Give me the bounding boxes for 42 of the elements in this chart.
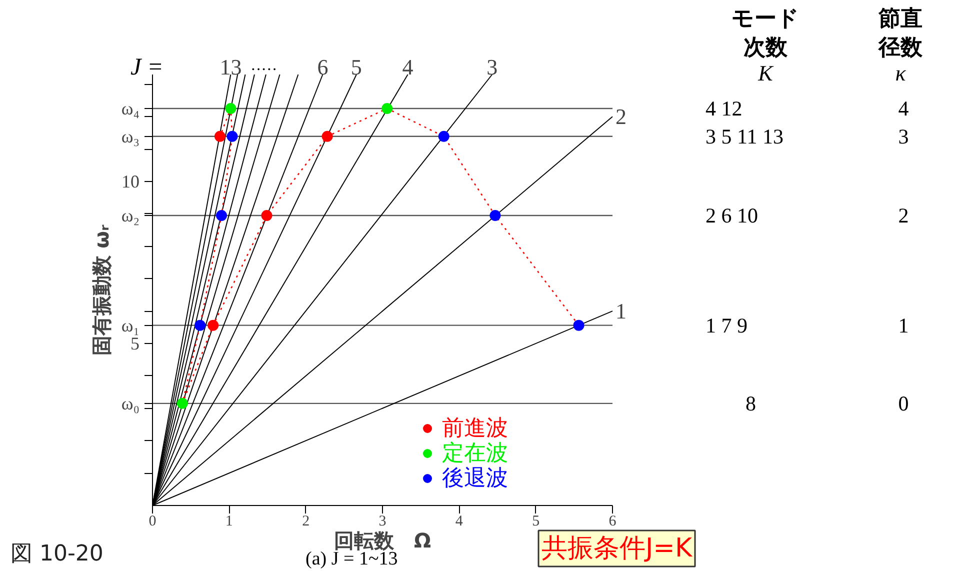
text: 2 — [898, 204, 909, 228]
x-tick-label: 3 — [378, 514, 386, 530]
x-tick-label: 1 — [225, 514, 233, 530]
y-axis-title: 固有振動数 ωᵣ — [89, 224, 114, 356]
x-tick-label: 0 — [148, 514, 156, 530]
x-tick-label: 5 — [532, 514, 540, 530]
series-label: 5 — [350, 54, 362, 80]
text: 4 12 — [706, 96, 742, 120]
legend-label: 後退波 — [442, 465, 508, 493]
text: 0 — [898, 392, 909, 416]
y-tick-label: ω₂ — [121, 205, 140, 226]
series-label: 4 — [402, 54, 414, 80]
text: モード次数 — [732, 6, 800, 60]
x-tick-label: 6 — [608, 514, 617, 530]
y-tick-label: ω₀ — [121, 393, 140, 414]
annotation: J = — [130, 54, 164, 80]
caption: 図 10-20 — [10, 542, 104, 566]
series-label: 3 — [486, 54, 498, 80]
text: 1 — [898, 314, 909, 338]
text: 1 7 9 — [706, 314, 748, 338]
annotation: ····· — [250, 62, 278, 78]
text: K — [757, 60, 774, 86]
text: 3 — [898, 124, 909, 148]
y-tick-label: ω₄ — [121, 98, 140, 119]
x-tick-label: 2 — [302, 514, 310, 530]
series-label: 2 — [616, 104, 626, 130]
series-label: 6 — [317, 54, 328, 80]
series-label: 13 — [220, 54, 242, 80]
text: 共振条件J=K — [542, 534, 693, 564]
x-axis-title: 回転数 Ω — [334, 528, 432, 552]
legend-label: 定在波 — [442, 440, 508, 466]
series-label: 1 — [616, 298, 626, 324]
text: 3 5 11 13 — [706, 124, 784, 148]
text: 2 6 10 — [706, 204, 758, 228]
text: κ — [895, 60, 906, 86]
y-tick-label: ω₁ — [121, 315, 140, 336]
text: 8 — [746, 392, 756, 416]
y-tick-label: ω₃ — [121, 126, 140, 146]
legend-label: 前進波 — [442, 415, 508, 442]
text: 4 — [898, 96, 910, 120]
y-tick-label: 10 — [122, 171, 140, 192]
x-tick-label: 4 — [455, 514, 464, 530]
